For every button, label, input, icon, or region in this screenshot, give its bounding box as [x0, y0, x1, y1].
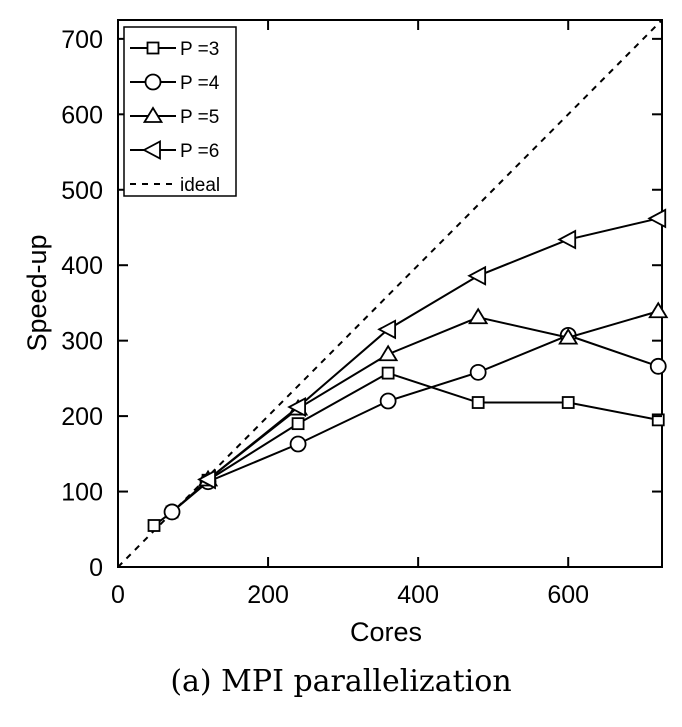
legend-label-4: P =6	[180, 141, 219, 162]
legend: P =3 P =4 P =5 P =6 ideal	[123, 26, 237, 197]
y-tick-label: 0	[89, 554, 103, 582]
y-tick-label: 600	[61, 101, 103, 129]
legend-label-3: P =5	[180, 107, 219, 128]
figure-caption: (a) MPI parallelization	[170, 664, 512, 699]
legend-label-1: P =3	[180, 39, 219, 60]
series-3	[197, 301, 669, 487]
plot-area-frame	[117, 19, 663, 568]
x-tick-label: 0	[111, 581, 125, 609]
series-4-point	[647, 208, 667, 229]
series-4-point	[287, 397, 306, 418]
series-2-point	[163, 503, 181, 521]
legend-marker-4	[142, 140, 161, 160]
series-2-point	[469, 363, 487, 381]
series-4-point	[197, 469, 216, 490]
series-4	[197, 208, 667, 490]
series-4-point	[557, 229, 577, 250]
series-3-point	[378, 344, 399, 362]
series-1-point	[381, 366, 395, 380]
legend-label-5: ideal	[180, 175, 220, 196]
y-tick-label: 500	[61, 177, 103, 205]
series-1-point	[291, 417, 305, 431]
y-tick-label: 100	[61, 479, 103, 507]
legend-marker-1	[146, 41, 160, 55]
x-tick-label: 200	[247, 581, 289, 609]
x-tick-label: 400	[397, 581, 439, 609]
x-tick-label: 600	[547, 581, 589, 609]
series-2-point	[379, 392, 397, 410]
series-1-point	[651, 413, 665, 427]
series-1-point	[471, 396, 485, 409]
series-2-line	[171, 334, 659, 513]
y-axis-title: Speed-up	[22, 234, 52, 351]
tick-layer: 0 200 400 600 0 100 200 300 400 500 600 700	[61, 20, 662, 609]
legend-marker-2	[144, 73, 162, 91]
series-3-point	[558, 327, 579, 345]
x-axis-title: Cores	[350, 617, 422, 647]
y-tick-label: 200	[61, 403, 103, 431]
series-2-point	[649, 357, 667, 375]
series-4-line	[207, 217, 659, 481]
legend-label-2: P =4	[180, 73, 220, 94]
series-1	[147, 366, 665, 532]
legend-box	[123, 26, 237, 197]
series-1-point	[561, 396, 575, 409]
ideal-line	[117, 19, 663, 568]
ideal-line-layer	[117, 19, 663, 568]
y-tick-label: 300	[61, 328, 103, 356]
series-4-point	[467, 265, 487, 286]
series-layer	[147, 208, 669, 532]
series-1-point	[147, 519, 161, 532]
speedup-chart: 0 200 400 600 0 100 200 300 400 500 600 700 Cores S…	[22, 19, 669, 647]
series-2-point	[289, 435, 307, 453]
series-3-point	[648, 301, 669, 319]
y-tick-label: 400	[61, 252, 103, 280]
series-2	[163, 326, 667, 521]
y-tick-label: 700	[61, 26, 103, 54]
series-4-point	[377, 319, 397, 340]
legend-marker-3	[142, 106, 164, 123]
series-3-point	[468, 307, 489, 325]
